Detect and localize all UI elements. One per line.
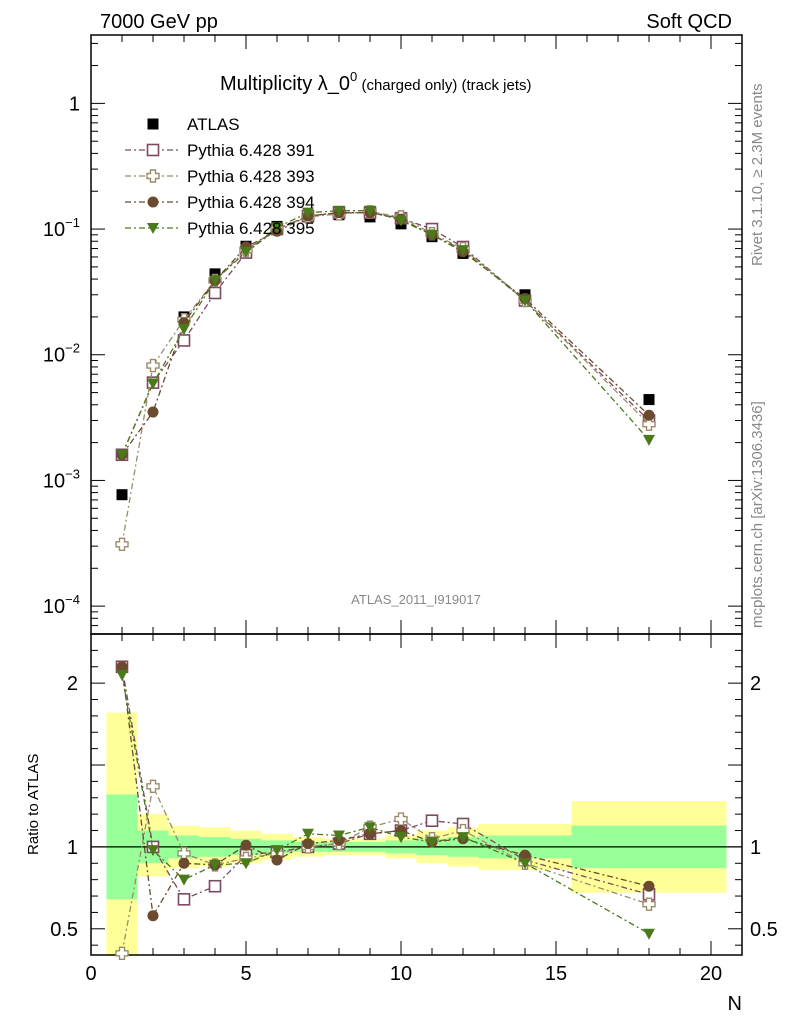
data-point	[147, 406, 159, 418]
ratio-y-tick-label: 1	[67, 837, 78, 859]
data-point	[302, 207, 314, 219]
series-line	[121, 212, 650, 456]
data-point	[209, 275, 221, 287]
data-point	[147, 378, 159, 390]
ratio-point	[147, 910, 159, 922]
y-tick-label: 10−2	[43, 341, 80, 367]
data-point	[208, 286, 222, 300]
data-point	[643, 394, 655, 406]
ratio-point	[240, 858, 252, 870]
y-tick-label: 10−1	[43, 215, 80, 241]
side-label-bottom: mcplots.cern.ch [arXiv:1306.3436]	[749, 401, 766, 628]
series-line	[121, 210, 650, 456]
data-point	[115, 537, 129, 552]
series-line	[121, 212, 650, 456]
legend-marker	[147, 196, 159, 208]
data-point	[643, 409, 655, 421]
ratio-point	[643, 880, 655, 892]
ratio-y-tick-label: 2	[67, 673, 78, 695]
data-point	[271, 222, 283, 234]
side-label-top: Rivet 3.1.10, ≥ 2.3M events	[749, 84, 766, 267]
ratio-point	[457, 832, 469, 844]
ratio-point	[302, 828, 314, 840]
ratio-frame	[90, 633, 743, 956]
legend-label: Pythia 6.428 393	[187, 167, 315, 186]
y-tick-label: 10−3	[43, 466, 80, 492]
plot-title-sub: (charged only) (track jets)	[357, 77, 531, 94]
ratio-point	[146, 779, 160, 794]
x-tick-label: 5	[240, 963, 251, 985]
ratio-point	[116, 669, 128, 681]
plot-title: Multiplicity λ_00 (charged only) (track …	[220, 69, 532, 95]
ratio-point	[271, 845, 283, 857]
ratio-y-tick-label-right: 1	[750, 837, 761, 859]
ratio-series-line	[121, 666, 650, 918]
data-point	[643, 434, 655, 446]
ratio-point	[208, 879, 222, 893]
ratio-point	[425, 814, 439, 828]
ratio-point	[364, 822, 376, 834]
ratio-point	[116, 661, 128, 673]
data-point	[333, 205, 345, 217]
legend-label: Pythia 6.428 394	[187, 193, 315, 212]
ratio-point	[394, 812, 408, 826]
x-tick-label: 15	[545, 963, 567, 985]
ratio-series-line	[121, 674, 650, 935]
data-point	[178, 324, 190, 336]
data-point	[240, 246, 252, 258]
data-point	[116, 489, 128, 501]
x-tick-label: 20	[700, 963, 722, 985]
legend-marker	[147, 223, 159, 234]
legend-label: Pythia 6.428 395	[187, 219, 315, 238]
plot-layer: 0 5 10 15 20 1 10−1 10−2 10−3 10−4 2 2 1 1 0.5 0.5 ATLAS…	[43, 34, 778, 985]
ratio-point	[209, 859, 221, 871]
data-point	[426, 229, 438, 241]
ratio-point	[364, 828, 376, 840]
legend-marker	[146, 143, 160, 157]
data-point	[457, 245, 469, 257]
series-line	[121, 211, 650, 545]
header-left: 7000 GeV pp	[100, 11, 218, 33]
ratio-point	[519, 858, 531, 870]
ratio-point	[426, 836, 438, 848]
x-axis-label: N	[728, 993, 742, 1015]
plot-title-sup: 0	[350, 69, 357, 84]
ratio-y-tick-label-right: 0.5	[750, 919, 778, 941]
ratio-point	[395, 832, 407, 844]
ratio-point	[240, 839, 252, 851]
y-tick-label: 1	[69, 93, 80, 115]
ratio-point	[642, 897, 656, 911]
ratio-point	[178, 857, 190, 869]
legend-label: Pythia 6.428 391	[187, 141, 315, 160]
data-point	[116, 449, 128, 461]
data-point	[364, 205, 376, 217]
legend-label: ATLAS	[187, 115, 240, 134]
ratio-point	[177, 893, 191, 906]
data-point	[395, 215, 407, 227]
ratio-point	[178, 874, 190, 886]
legend-marker	[147, 118, 159, 130]
ratio-y-label: Ratio to ATLAS	[25, 754, 42, 855]
plot-title-main: Multiplicity λ_0	[220, 73, 350, 95]
x-tick-label: 10	[390, 963, 412, 985]
y-tick-label: 10−4	[43, 592, 80, 618]
ratio-y-tick-label: 0.5	[50, 919, 78, 941]
ratio-point	[147, 845, 159, 857]
data-point	[146, 358, 160, 373]
legend-marker	[146, 169, 160, 183]
ratio-point	[302, 838, 314, 850]
ratio-point	[333, 830, 345, 842]
ratio-point	[271, 854, 283, 866]
ratio-point	[115, 946, 129, 961]
ratio-point	[643, 928, 655, 940]
data-point	[519, 295, 531, 307]
ratio-y-tick-label-right: 2	[750, 673, 761, 695]
header-right: Soft QCD	[646, 11, 732, 33]
analysis-id: ATLAS_2011_I919017	[351, 592, 481, 607]
x-tick-label: 0	[85, 963, 96, 985]
ratio-point	[519, 849, 531, 861]
data-point	[642, 417, 656, 431]
